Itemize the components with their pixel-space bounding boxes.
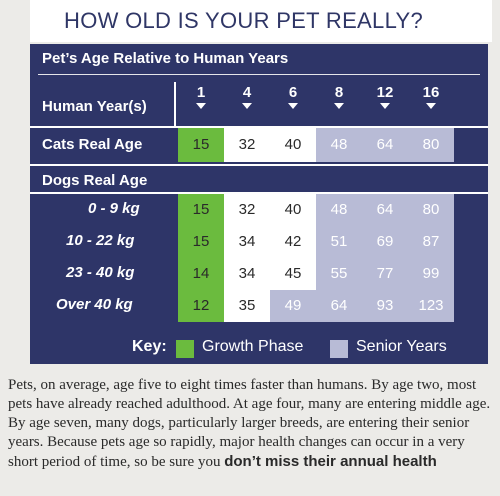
- dog-age-cell: 15: [178, 226, 224, 258]
- down-arrow-icon: [288, 103, 298, 109]
- legend: Key: Growth Phase Senior Years: [30, 334, 488, 364]
- row-divider: [30, 192, 488, 194]
- dog-age-cell: 87: [408, 226, 454, 258]
- dog-age-cell: 64: [316, 290, 362, 322]
- human-year-value: 16: [422, 84, 440, 101]
- paragraph-bold: don’t miss their annual health: [224, 453, 437, 470]
- dog-age-cell: 15: [178, 194, 224, 226]
- dog-age-cell: 80: [408, 194, 454, 226]
- dog-age-cell: 34: [224, 226, 270, 258]
- age-table-panel: Pet’s Age Relative to Human Years Human …: [30, 44, 488, 364]
- dog-age-cell: 93: [362, 290, 408, 322]
- cats-age-cell: 32: [224, 128, 270, 162]
- growth-phase-label: Growth Phase: [202, 338, 304, 355]
- down-arrow-icon: [380, 103, 390, 109]
- human-years-label: Human Year(s): [42, 98, 147, 115]
- down-arrow-icon: [426, 103, 436, 109]
- dog-weight-label: 10 - 22 kg: [66, 232, 135, 249]
- dog-age-cell: 55: [316, 258, 362, 290]
- header-divider: [38, 74, 480, 75]
- human-year-header: 12: [363, 84, 407, 109]
- dog-weight-label: 0 - 9 kg: [88, 200, 140, 217]
- row-divider: [30, 164, 488, 166]
- dog-age-cell: 77: [362, 258, 408, 290]
- dog-age-cell: 45: [270, 258, 316, 290]
- dogs-label: Dogs Real Age: [42, 172, 148, 189]
- dog-weight-label: Over 40 kg: [56, 296, 133, 313]
- human-year-value: 1: [196, 84, 206, 101]
- dog-age-cell: 123: [408, 290, 454, 322]
- dog-age-cell: 49: [270, 290, 316, 322]
- human-year-value: 6: [288, 84, 298, 101]
- human-year-header: 6: [271, 84, 315, 109]
- title-bar: HOW OLD IS YOUR PET REALLY?: [30, 0, 492, 42]
- human-year-value: 12: [376, 84, 394, 101]
- dog-age-cell: 32: [224, 194, 270, 226]
- human-year-value: 8: [334, 84, 344, 101]
- down-arrow-icon: [242, 103, 252, 109]
- key-label: Key:: [132, 338, 167, 355]
- body-paragraph: Pets, on average, age five to eight time…: [8, 376, 496, 472]
- dog-age-cell: 42: [270, 226, 316, 258]
- growth-swatch: [176, 340, 194, 358]
- dog-age-cell: 48: [316, 194, 362, 226]
- dog-age-cell: 40: [270, 194, 316, 226]
- senior-years-label: Senior Years: [356, 338, 447, 355]
- dog-age-cell: 64: [362, 194, 408, 226]
- paragraph-text: Pets, on average, age five to eight time…: [8, 377, 491, 470]
- dog-age-cell: 34: [224, 258, 270, 290]
- table-heading: Pet’s Age Relative to Human Years: [42, 50, 289, 67]
- dog-age-cell: 14: [178, 258, 224, 290]
- row-divider: [30, 126, 488, 128]
- human-year-header: 4: [225, 84, 269, 109]
- cats-age-cell: 64: [362, 128, 408, 162]
- cats-age-cell: 40: [270, 128, 316, 162]
- dog-age-cell: 69: [362, 226, 408, 258]
- column-divider: [174, 82, 176, 126]
- human-year-header: 8: [317, 84, 361, 109]
- cats-age-cell: 80: [408, 128, 454, 162]
- human-year-header: 16: [409, 84, 453, 109]
- down-arrow-icon: [334, 103, 344, 109]
- cats-age-cell: 15: [178, 128, 224, 162]
- dog-weight-label: 23 - 40 kg: [66, 264, 135, 281]
- dog-age-cell: 12: [178, 290, 224, 322]
- dog-age-cell: 51: [316, 226, 362, 258]
- senior-swatch: [330, 340, 348, 358]
- cats-age-cell: 48: [316, 128, 362, 162]
- human-year-value: 4: [242, 84, 252, 101]
- down-arrow-icon: [196, 103, 206, 109]
- dog-age-cell: 35: [224, 290, 270, 322]
- dog-age-cell: 99: [408, 258, 454, 290]
- human-year-header: 1: [179, 84, 223, 109]
- cats-label: Cats Real Age: [42, 136, 143, 153]
- page-title: HOW OLD IS YOUR PET REALLY?: [64, 8, 423, 33]
